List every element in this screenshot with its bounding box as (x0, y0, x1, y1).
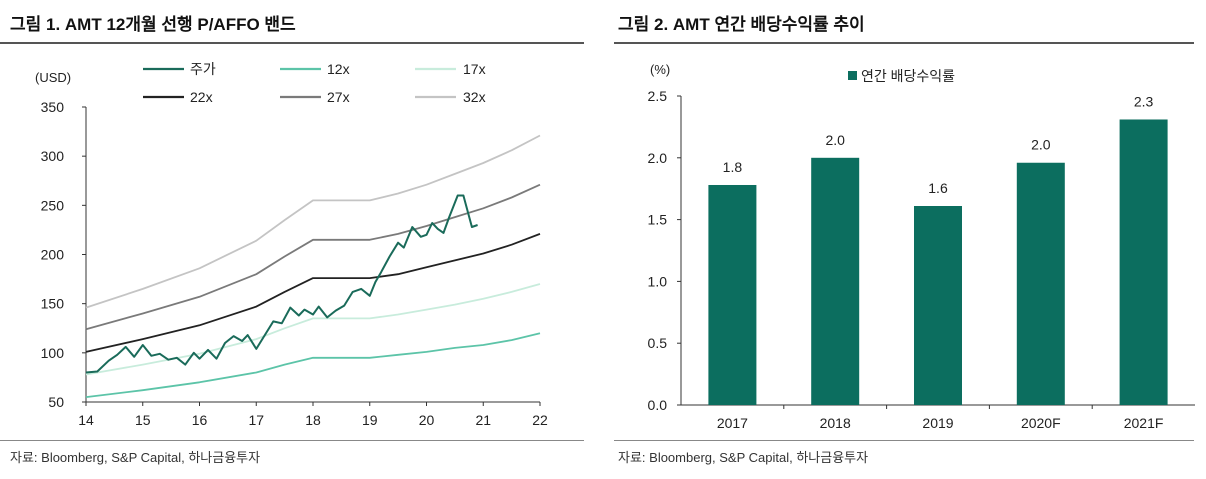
bar-value-label: 2.0 (1031, 137, 1051, 153)
line-chart-series (85, 134, 541, 398)
y-tick-label: 100 (41, 345, 65, 361)
x-tick-label: 14 (78, 412, 94, 428)
x-tick-label: 15 (135, 412, 151, 428)
legend-label-17x: 17x (463, 61, 486, 77)
y-tick-label: 0.0 (648, 397, 668, 413)
bar-2019 (914, 206, 962, 405)
right-source-note: 자료: Bloomberg, S&P Capital, 하나금융투자 (618, 450, 869, 465)
y-tick-label: 2.5 (648, 88, 668, 104)
bar-value-label: 2.0 (825, 132, 845, 148)
y-tick-label: 50 (48, 394, 64, 410)
line-chart-axes: 350 300 250 200 150 100 50 14 15 16 17 18 19 20 21 22 (41, 99, 548, 428)
series-line-12x (85, 332, 541, 398)
series-line-27x (85, 183, 541, 331)
x-tick-label: 17 (248, 412, 264, 428)
y-unit-label: (USD) (35, 70, 71, 85)
series-line-22x (85, 233, 541, 353)
left-title-rule (0, 42, 584, 44)
series-line-price (85, 194, 478, 374)
y-tick-label: 1.5 (648, 212, 668, 228)
y-unit-label-pct: (%) (650, 62, 670, 77)
y-tick-label: 150 (41, 296, 65, 312)
pafffo-band-line-chart: (USD) 주가 12x 17x 22x 27x 32x 350 300 250 20… (35, 61, 548, 428)
left-source-rule (0, 440, 584, 441)
right-figure-title: 그림 2. AMT 연간 배당수익률 추이 (618, 15, 865, 34)
bar-chart-bars: 1.8 2.0 1.6 2.0 2.3 (708, 93, 1168, 405)
x-tick-label: 18 (305, 412, 321, 428)
bar-2021F (1119, 119, 1168, 405)
x-tick-label: 21 (475, 412, 491, 428)
bar-legend: 연간 배당수익률 (848, 68, 955, 84)
x-category-label: 2020F (1021, 415, 1061, 431)
legend-label-22x: 22x (190, 89, 213, 105)
left-figure-panel: 그림 1. AMT 12개월 선행 P/AFFO 밴드 (USD) 주가 12x… (0, 0, 584, 479)
legend-label-price: 주가 (190, 61, 216, 77)
x-tick-label: 22 (532, 412, 548, 428)
bar-value-label: 2.3 (1134, 93, 1154, 109)
x-category-label: 2018 (820, 415, 851, 431)
bar-value-label: 1.6 (928, 180, 948, 196)
legend-label-12x: 12x (327, 61, 350, 77)
x-category-label: 2021F (1124, 415, 1164, 431)
y-tick-label: 250 (41, 197, 65, 213)
legend-label-27x: 27x (327, 89, 350, 105)
legend: 주가 12x 17x 22x 27x 32x (143, 61, 486, 105)
y-tick-label: 350 (41, 99, 65, 115)
bar-value-label: 1.8 (723, 159, 743, 175)
left-source-note: 자료: Bloomberg, S&P Capital, 하나금융투자 (10, 450, 261, 465)
y-tick-label: 300 (41, 148, 65, 164)
right-source-rule (614, 440, 1194, 441)
x-tick-label: 16 (192, 412, 208, 428)
bar-legend-swatch (848, 71, 857, 80)
x-category-label: 2019 (922, 415, 953, 431)
bar-2017 (708, 184, 757, 405)
dividend-yield-bar-chart: (%) 연간 배당수익률 2.5 2.0 1.5 1.0 0.5 0.0 2017 2018 2… (648, 62, 1195, 431)
bar-2018 (811, 157, 860, 405)
x-tick-label: 20 (419, 412, 435, 428)
bar-legend-label: 연간 배당수익률 (861, 68, 955, 84)
left-figure-title: 그림 1. AMT 12개월 선행 P/AFFO 밴드 (10, 15, 296, 34)
x-category-label: 2017 (717, 415, 748, 431)
y-tick-label: 200 (41, 247, 65, 263)
right-title-rule (614, 42, 1194, 44)
legend-label-32x: 32x (463, 89, 486, 105)
right-figure-panel: 그림 2. AMT 연간 배당수익률 추이 (%) 연간 배당수익률 2.5 2.… (614, 0, 1206, 479)
bar-2020F (1016, 162, 1065, 405)
y-tick-label: 0.5 (648, 335, 668, 351)
x-tick-label: 19 (362, 412, 378, 428)
y-tick-label: 2.0 (648, 150, 668, 166)
series-line-32x (85, 134, 541, 309)
series-line-17x (85, 283, 541, 376)
y-tick-label: 1.0 (648, 273, 668, 289)
